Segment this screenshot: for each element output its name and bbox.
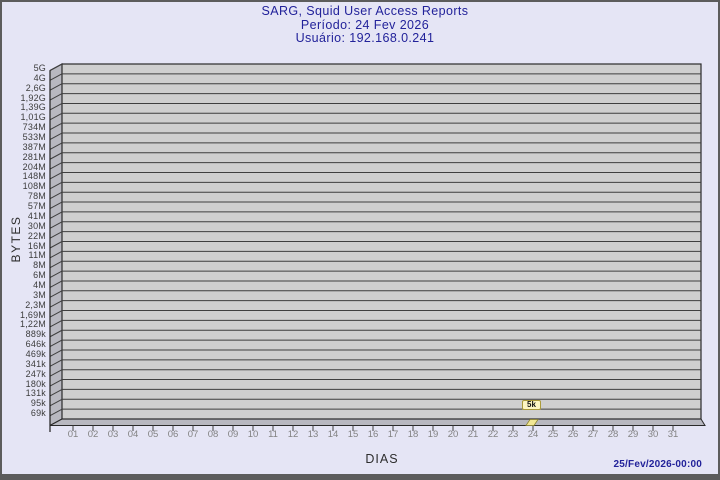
x-tick-label: 09 bbox=[227, 429, 239, 440]
y-tick-label: 131k bbox=[25, 388, 46, 399]
x-tick-label: 14 bbox=[327, 429, 339, 440]
x-tick-label: 28 bbox=[607, 429, 619, 440]
y-tick-label: 95k bbox=[30, 398, 46, 409]
y-tick-label: 204M bbox=[22, 161, 46, 172]
y-tick-label: 2,3M bbox=[25, 299, 46, 310]
x-tick-label: 06 bbox=[167, 429, 179, 440]
x-tick-label: 11 bbox=[268, 429, 278, 440]
x-tick-label: 05 bbox=[147, 429, 159, 440]
y-tick-label: 3M bbox=[33, 289, 46, 300]
chart-user: Usuário: 192.168.0.241 bbox=[295, 31, 435, 45]
y-tick-label: 180k bbox=[25, 378, 46, 389]
x-tick-label: 16 bbox=[367, 429, 379, 440]
y-tick-label: 4M bbox=[33, 279, 46, 290]
x-tick-label: 19 bbox=[427, 429, 439, 440]
y-tick-label: 1,01G bbox=[20, 112, 46, 123]
x-tick-label: 24 bbox=[527, 429, 539, 440]
x-axis-title: DIAS bbox=[365, 452, 399, 466]
title-block: SARG, Squid User Access Reports Período:… bbox=[165, 4, 565, 46]
y-tick-label: 22M bbox=[27, 230, 46, 241]
y-tick-label: 469k bbox=[25, 348, 46, 359]
chart-period: Período: 24 Fev 2026 bbox=[300, 17, 430, 32]
y-tick-label: 281M bbox=[22, 151, 46, 162]
y-tick-label: 16M bbox=[27, 240, 46, 251]
x-tick-label: 01 bbox=[67, 429, 79, 440]
x-tick-label: 27 bbox=[587, 429, 599, 440]
x-tick-label: 31 bbox=[667, 429, 679, 440]
x-tick-label: 12 bbox=[287, 429, 299, 440]
y-tick-label: 1,39G bbox=[20, 102, 46, 113]
y-axis-title: BYTES bbox=[9, 215, 23, 263]
y-tick-label: 1,22M bbox=[19, 319, 46, 330]
y-tick-label: 533M bbox=[22, 132, 46, 143]
x-tick-label: 13 bbox=[307, 429, 319, 440]
y-tick-label: 387M bbox=[22, 141, 46, 152]
y-tick-label: 889k bbox=[25, 329, 46, 340]
y-tick-label: 69k bbox=[30, 408, 46, 419]
x-tick-label: 21 bbox=[467, 429, 479, 440]
y-tick-label: 341k bbox=[25, 358, 46, 369]
y-tick-label: 646k bbox=[25, 339, 46, 350]
y-tick-label: 78M bbox=[27, 191, 46, 202]
x-axis-labels: 01 02 03 04 05 06 07 08 09 10 11 12 13 14 15 16 17 18 19 20… bbox=[2, 2, 718, 474]
y-tick-label: 2,6G bbox=[25, 82, 46, 93]
x-tick-label: 29 bbox=[627, 429, 639, 440]
x-tick-label: 25 bbox=[547, 429, 559, 440]
x-tick-label: 17 bbox=[387, 429, 399, 440]
x-tick-label: 23 bbox=[507, 429, 519, 440]
x-tick-label: 02 bbox=[87, 429, 99, 440]
x-tick-label: 08 bbox=[207, 429, 219, 440]
y-tick-label: 8M bbox=[33, 260, 46, 271]
data-bar bbox=[525, 419, 539, 426]
chart-canvas bbox=[49, 63, 706, 432]
y-tick-label: 57M bbox=[27, 201, 46, 212]
y-tick-label: 11M bbox=[28, 250, 46, 261]
y-tick-label: 41M bbox=[27, 210, 46, 221]
x-tick-label: 20 bbox=[447, 429, 459, 440]
x-tick-label: 04 bbox=[127, 429, 139, 440]
y-tick-label: 30M bbox=[27, 220, 46, 231]
generation-timestamp: 25/Fev/2026-00:00 bbox=[613, 459, 702, 470]
y-tick-label: 108M bbox=[22, 181, 46, 192]
y-tick-label: 4G bbox=[33, 72, 46, 83]
y-tick-label: 734M bbox=[22, 122, 46, 133]
x-tick-label: 10 bbox=[247, 429, 259, 440]
x-tick-label: 18 bbox=[407, 429, 419, 440]
y-tick-label: 148M bbox=[22, 171, 46, 182]
y-axis-labels: 5G 4G 2,6G 1,92G 1,39G 1,01G 734M 533M 387M 281M 2… bbox=[2, 2, 718, 474]
value-label: 5k bbox=[522, 400, 541, 410]
y-tick-label: 247k bbox=[25, 368, 46, 379]
y-tick-label: 1,92G bbox=[20, 92, 46, 103]
x-tick-label: 22 bbox=[487, 429, 499, 440]
x-tick-label: 03 bbox=[107, 429, 119, 440]
x-tick-label: 07 bbox=[187, 429, 199, 440]
x-tick-label: 15 bbox=[347, 429, 359, 440]
x-tick-label: 30 bbox=[647, 429, 659, 440]
x-tick-label: 26 bbox=[567, 429, 579, 440]
chart-title: SARG, Squid User Access Reports bbox=[261, 4, 469, 18]
y-tick-label: 5G bbox=[33, 63, 46, 73]
y-tick-label: 1,69M bbox=[19, 309, 46, 320]
y-tick-label: 6M bbox=[33, 270, 46, 281]
